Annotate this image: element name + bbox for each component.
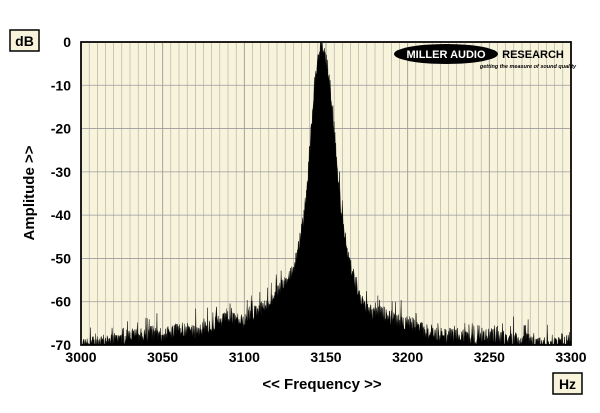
- spectrum-series: [80, 41, 572, 346]
- x-tick-labels: 3000 3050 3100 3150 3200 3250 3300: [65, 349, 586, 365]
- miller-audio-research-logo: MILLER AUDIO RESEARCH getting the measur…: [394, 44, 577, 70]
- y-tick-labels: 0 -10 -20 -30 -40 -50 -60 -70: [51, 34, 71, 353]
- x-axis-label: << Frequency >>: [262, 376, 381, 393]
- x-unit-label: Hz: [559, 376, 576, 392]
- x-unit-box: [552, 372, 583, 395]
- logo-tagline: getting the measure of sound quality: [479, 64, 577, 70]
- y-tick-label: 0: [63, 34, 71, 50]
- y-axis-label: Amplitude >>: [21, 145, 38, 240]
- y-tick-label: -60: [51, 294, 71, 310]
- x-tick-label: 3200: [392, 349, 423, 365]
- y-tick-label: -50: [51, 250, 71, 266]
- y-tick-label: -20: [51, 121, 71, 137]
- x-tick-label: 3100: [229, 349, 260, 365]
- x-tick-label: 3300: [555, 349, 586, 365]
- x-tick-label: 3150: [310, 349, 341, 365]
- y-tick-label: -40: [51, 207, 71, 223]
- y-unit-label: dB: [15, 33, 34, 49]
- plot-frame: [80, 41, 572, 346]
- y-tick-label: -70: [51, 337, 71, 353]
- logo-text-b: RESEARCH: [502, 49, 564, 61]
- y-tick-label: -10: [51, 77, 71, 93]
- y-tick-label: -30: [51, 164, 71, 180]
- x-tick-label: 3050: [147, 349, 178, 365]
- x-tick-label: 3250: [474, 349, 505, 365]
- y-unit-box: [9, 29, 40, 52]
- logo-text-a: MILLER AUDIO: [406, 49, 485, 61]
- spectrum-trace: [80, 41, 572, 346]
- x-tick-label: 3000: [65, 349, 96, 365]
